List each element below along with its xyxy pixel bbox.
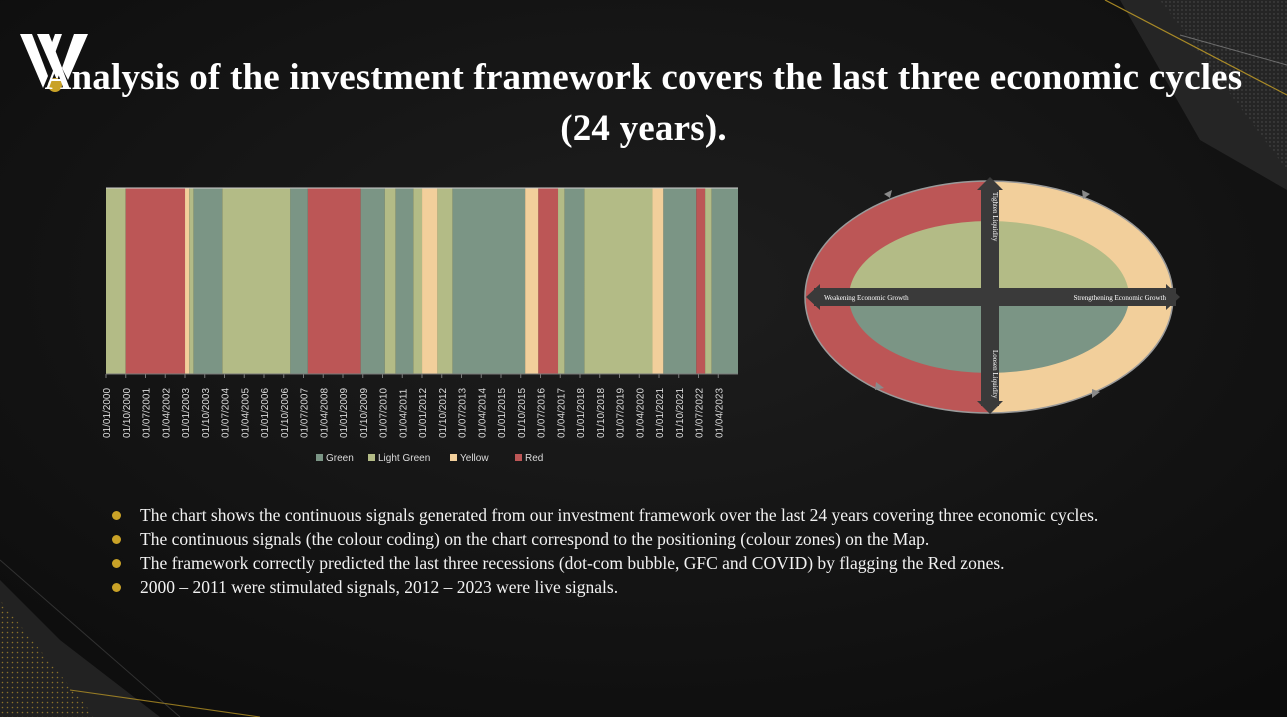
x-tick-label: 01/07/2019 [616, 388, 627, 438]
economic-map: Weakening Economic Growth Strengthening … [804, 177, 1180, 414]
signal-band-green [564, 188, 585, 374]
x-tick-label: 01/07/2022 [695, 388, 706, 438]
map-bottom-label: Loosen Liquidity [991, 350, 999, 399]
bullet-icon [112, 535, 121, 544]
legend-swatch [316, 454, 323, 461]
signal-band-yellow [185, 188, 190, 374]
signal-band-light-green [189, 188, 194, 374]
x-tick-label: 01/01/2021 [655, 388, 666, 438]
signal-band-light-green [413, 188, 423, 374]
x-tick-label: 01/01/2009 [339, 388, 350, 438]
signal-band-light-green [437, 188, 453, 374]
signal-band-green [290, 188, 308, 374]
x-tick-label: 01/01/2018 [576, 388, 587, 438]
legend-label: Yellow [460, 453, 489, 464]
legend-swatch [515, 454, 522, 461]
signal-chart: 01/01/2000 01/10/2000 01/07/2001 01/04/2002… [102, 187, 738, 464]
x-tick-label: 01/04/2023 [714, 388, 725, 438]
x-tick-label: 01/10/2006 [280, 388, 291, 438]
signal-band-green [663, 188, 697, 374]
x-tick-label: 01/10/2009 [359, 388, 370, 438]
signal-band-green [395, 188, 414, 374]
arrow-right-icon [1166, 284, 1180, 310]
x-tick-label: 01/07/2007 [300, 388, 311, 438]
signal-band-green [452, 188, 526, 374]
x-tick-label: 01/10/2000 [122, 388, 133, 438]
signal-band-light-green [384, 188, 396, 374]
bullet-icon [112, 583, 121, 592]
x-tick-label: 01/01/2015 [497, 388, 508, 438]
bullet-icon [112, 559, 121, 568]
bullet-item: The framework correctly predicted the la… [112, 551, 1212, 575]
x-tick-label: 01/01/2006 [260, 388, 271, 438]
x-tick-label: 01/10/2012 [438, 388, 449, 438]
x-tick-label: 01/10/2003 [201, 388, 212, 438]
x-tick-label: 01/07/2016 [537, 388, 548, 438]
x-tick-label: 01/04/2002 [161, 388, 172, 438]
map-top-label: Tighten Liquidity [991, 192, 999, 242]
page-title: Analysis of the investment framework cov… [44, 57, 1243, 149]
x-tick-label: 01/04/2020 [635, 388, 646, 438]
bullet-text: The continuous signals (the colour codin… [140, 529, 930, 549]
bullet-text: The chart shows the continuous signals g… [140, 505, 1099, 525]
signal-band-red [538, 188, 559, 374]
signal-band-green [193, 188, 223, 374]
bullet-text: The framework correctly predicted the la… [140, 553, 1005, 573]
signal-band-yellow [422, 188, 438, 374]
map-left-label: Weakening Economic Growth [824, 294, 909, 302]
x-tick-label: 01/10/2018 [596, 388, 607, 438]
signal-band-green [711, 188, 738, 374]
x-tick-label: 01/07/2004 [221, 388, 232, 438]
signal-band-light-green [106, 188, 126, 374]
x-tick-label: 01/01/2012 [418, 388, 429, 438]
signal-band-yellow [652, 188, 664, 374]
cycle-arrow-icon [884, 190, 892, 198]
signal-band-green [360, 188, 385, 374]
bullet-item: The continuous signals (the colour codin… [112, 527, 1212, 551]
bullet-list: The chart shows the continuous signals g… [112, 503, 1212, 599]
x-tick-label: 01/04/2011 [398, 388, 409, 438]
bullet-icon [112, 511, 121, 520]
chart-tick-labels: 01/01/2000 01/10/2000 01/07/2001 01/04/2002… [102, 374, 725, 438]
arrow-up-icon [977, 177, 1003, 190]
signal-band-light-green [705, 188, 712, 374]
chart-bands [106, 188, 738, 374]
arrow-left-icon [806, 284, 820, 310]
bullet-text: 2000 – 2011 were stimulated signals, 201… [140, 577, 619, 597]
signal-band-light-green [222, 188, 291, 374]
legend-label: Red [525, 453, 543, 464]
x-tick-label: 01/01/2000 [102, 388, 113, 438]
signal-band-light-green [584, 188, 653, 374]
signal-band-light-green [558, 188, 565, 374]
chart-legend: Green Light Green Yellow Red [316, 453, 543, 464]
bullet-item: 2000 – 2011 were stimulated signals, 201… [112, 575, 1212, 599]
x-tick-label: 01/04/2005 [240, 388, 251, 438]
x-tick-label: 01/01/2003 [181, 388, 192, 438]
x-tick-label: 01/04/2017 [556, 388, 567, 438]
legend-swatch [368, 454, 375, 461]
signal-band-red [696, 188, 706, 374]
x-tick-label: 01/04/2014 [477, 388, 488, 438]
bullet-item: The chart shows the continuous signals g… [112, 503, 1212, 527]
signal-band-yellow [525, 188, 539, 374]
legend-label: Green [326, 453, 354, 464]
cycle-arrow-icon [875, 382, 884, 390]
signal-band-red [307, 188, 361, 374]
arrow-down-icon [977, 401, 1003, 414]
x-tick-label: 01/07/2001 [142, 388, 153, 438]
map-right-label: Strengthening Economic Growth [1073, 294, 1166, 302]
x-tick-label: 01/07/2013 [458, 388, 469, 438]
company-logo [20, 34, 88, 92]
x-tick-label: 01/10/2021 [675, 388, 686, 438]
legend-label: Light Green [378, 453, 430, 464]
legend-swatch [450, 454, 457, 461]
x-tick-label: 01/04/2008 [319, 388, 330, 438]
x-tick-label: 01/10/2015 [517, 388, 528, 438]
x-tick-label: 01/07/2010 [379, 388, 390, 438]
cycle-arrow-icon [1092, 389, 1100, 398]
cycle-arrow-icon [1082, 190, 1090, 199]
signal-band-red [125, 188, 186, 374]
